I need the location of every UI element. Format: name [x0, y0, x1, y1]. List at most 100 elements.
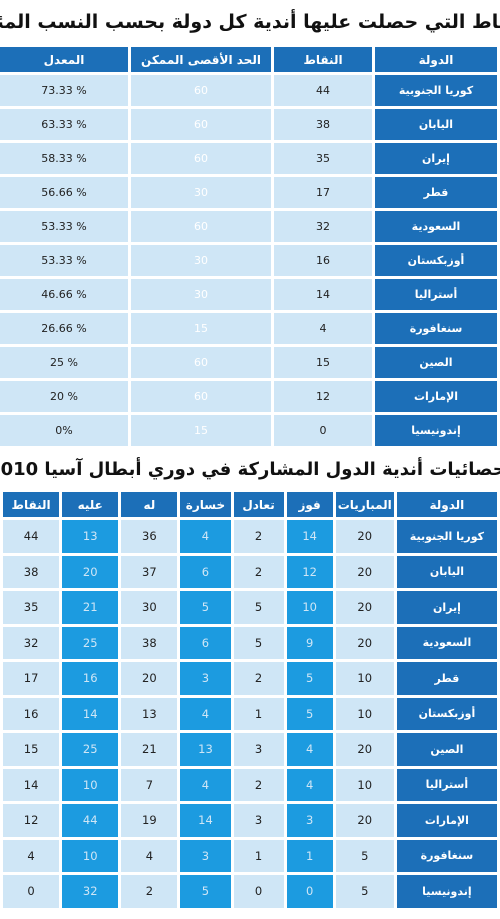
cell-draw: 5	[233, 626, 284, 659]
cell-points: 32	[274, 211, 372, 242]
cell-country: السعودية	[396, 626, 497, 659]
header-draw: تعادل	[233, 492, 284, 517]
cell-loss: 14	[180, 804, 231, 837]
table-row: أوزبكستان 16 30% 53.33	[0, 245, 497, 276]
table-row: السعودية 32 60% 53.33	[0, 211, 497, 242]
cell-country: إيران	[396, 591, 497, 624]
cell-points: 14	[3, 768, 60, 801]
cell-max-possible: 30	[131, 177, 271, 208]
cell-points: 0	[274, 415, 372, 446]
cell-matches: 5	[335, 875, 394, 908]
cell-points: 35	[274, 143, 372, 174]
cell-goals-for: 19	[121, 804, 178, 837]
cell-country: اليابان	[396, 555, 497, 588]
cell-draw: 1	[233, 839, 284, 872]
cell-country: سنغافورة	[375, 313, 497, 344]
cell-goals-for: 7	[121, 768, 178, 801]
cell-draw: 2	[233, 662, 284, 695]
cell-rate: % 56.66	[0, 177, 128, 208]
cell-max-possible: 60	[131, 347, 271, 378]
cell-max-possible: 60	[131, 109, 271, 140]
cell-loss: 6	[180, 555, 231, 588]
cell-rate: 0%	[0, 415, 128, 446]
cell-draw: 2	[233, 555, 284, 588]
cell-loss: 13	[180, 733, 231, 766]
cell-goals-against: 25	[62, 626, 119, 659]
cell-goals-against: 16	[62, 662, 119, 695]
table-row: السعودية 20 9 5 6 38 25 32	[3, 626, 497, 659]
cell-points: 4	[3, 839, 60, 872]
cell-draw: 3	[233, 804, 284, 837]
cell-win: 12	[286, 555, 333, 588]
cell-points: 14	[274, 279, 372, 310]
cell-goals-for: 2	[121, 875, 178, 908]
header-rate: المعدل	[0, 47, 128, 72]
cell-matches: 10	[335, 697, 394, 730]
cell-points: 44	[274, 75, 372, 106]
cell-points: 32	[3, 626, 60, 659]
cell-country: إندونيسيا	[396, 875, 497, 908]
header-points: النقاط	[3, 492, 60, 517]
cell-goals-against: 10	[62, 768, 119, 801]
cell-country: قطر	[396, 662, 497, 695]
cell-country: السعودية	[375, 211, 497, 242]
table-row: سنغافورة 4 15% 26.66	[0, 313, 497, 344]
cell-loss: 6	[180, 626, 231, 659]
cell-win: 5	[286, 697, 333, 730]
table-row: سنغافورة 5 1 1 3 4 10 4	[3, 839, 497, 872]
table-row: قطر 10 5 2 3 20 16 17	[3, 662, 497, 695]
cell-matches: 20	[335, 591, 394, 624]
cell-goals-against: 20	[62, 555, 119, 588]
cell-points: 0	[3, 875, 60, 908]
cell-goals-against: 10	[62, 839, 119, 872]
cell-points: 38	[3, 555, 60, 588]
cell-draw: 5	[233, 591, 284, 624]
cell-loss: 3	[180, 662, 231, 695]
cell-rate: % 46.66	[0, 279, 128, 310]
cell-points: 12	[3, 804, 60, 837]
cell-rate: % 73.33	[0, 75, 128, 106]
table-row: الصين 20 4 3 13 21 25 15	[3, 733, 497, 766]
cell-matches: 5	[335, 839, 394, 872]
table-row: قطر 17 30% 56.66	[0, 177, 497, 208]
cell-points: 17	[3, 662, 60, 695]
cell-max-possible: 60	[131, 381, 271, 412]
cell-goals-for: 21	[121, 733, 178, 766]
cell-goals-against: 25	[62, 733, 119, 766]
cell-points: 12	[274, 381, 372, 412]
cell-win: 9	[286, 626, 333, 659]
cell-draw: 3	[233, 733, 284, 766]
header-loss: خسارة	[180, 492, 231, 517]
table-row: أستراليا 14 30% 46.66	[0, 279, 497, 310]
cell-rate: % 63.33	[0, 109, 128, 140]
stats-table-title: إحصائيات أندية الدول المشاركة في دوري أب…	[0, 449, 500, 489]
stats-table-header: الدولة المباريات فوز تعادل خسارة له عليه…	[3, 492, 497, 517]
cell-loss: 4	[180, 520, 231, 553]
cell-loss: 3	[180, 839, 231, 872]
cell-loss: 4	[180, 768, 231, 801]
cell-points: 4	[274, 313, 372, 344]
cell-rate: % 25	[0, 347, 128, 378]
cell-country: قطر	[375, 177, 497, 208]
table-row: إندونيسيا 0 15 0%	[0, 415, 497, 446]
cell-rate: % 20	[0, 381, 128, 412]
cell-country: الصين	[396, 733, 497, 766]
cell-points: 17	[274, 177, 372, 208]
table-row: الإمارات 12 60% 20	[0, 381, 497, 412]
cell-win: 0	[286, 875, 333, 908]
cell-matches: 20	[335, 520, 394, 553]
cell-rate: % 58.33	[0, 143, 128, 174]
cell-country: الإمارات	[396, 804, 497, 837]
cell-rate: % 53.33	[0, 245, 128, 276]
cell-matches: 10	[335, 662, 394, 695]
cell-goals-against: 13	[62, 520, 119, 553]
header-matches: المباريات	[335, 492, 394, 517]
header-goals-against: عليه	[62, 492, 119, 517]
cell-country: الصين	[375, 347, 497, 378]
cell-country: أوزبكستان	[396, 697, 497, 730]
cell-draw: 0	[233, 875, 284, 908]
cell-win: 1	[286, 839, 333, 872]
cell-win: 4	[286, 733, 333, 766]
cell-goals-against: 21	[62, 591, 119, 624]
cell-loss: 5	[180, 591, 231, 624]
